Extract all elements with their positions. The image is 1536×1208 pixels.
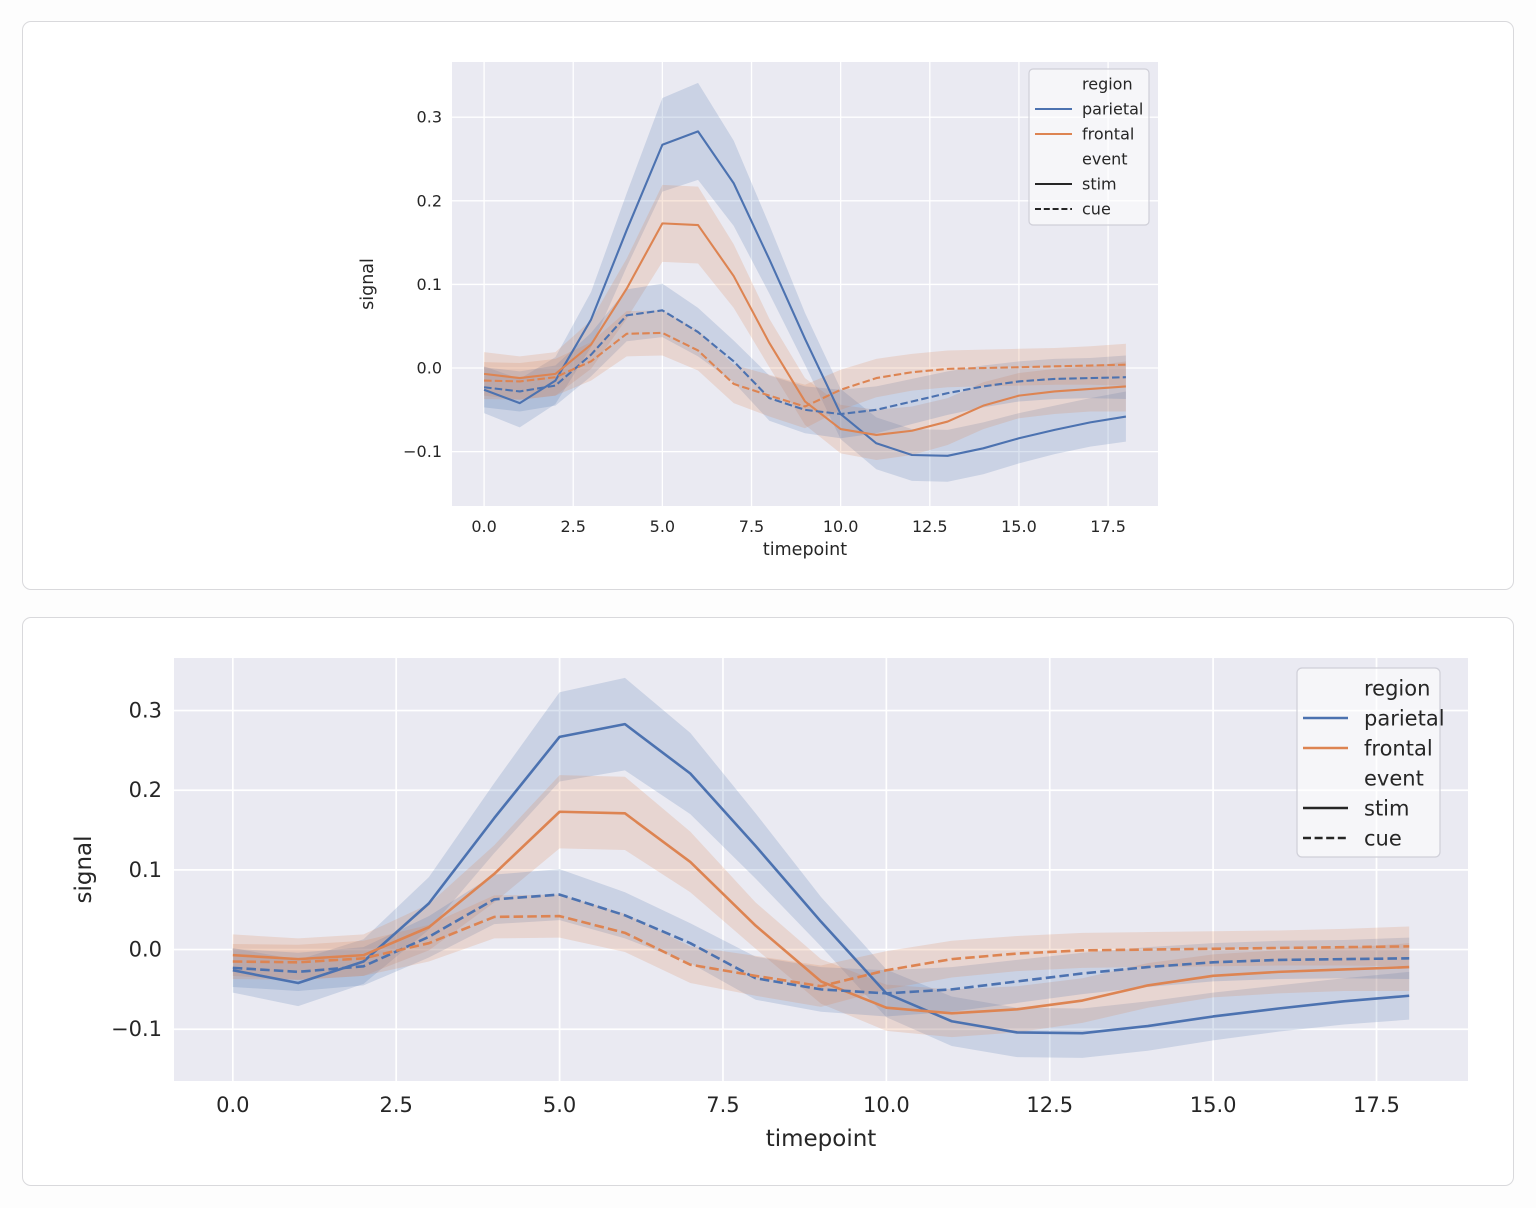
x-tick-label: 15.0 bbox=[1001, 517, 1037, 536]
y-tick-label: −0.1 bbox=[403, 442, 442, 461]
chart-card-bottom: 0.0 2.5 5.0 7.5 10.0 12.5 15.0 17.5 −0.1 0.0 0.1 0.… bbox=[22, 617, 1514, 1186]
ci-band-frontal-cue bbox=[232, 894, 1410, 1007]
line-frontal-cue bbox=[484, 331, 1126, 408]
legend-title-event: event bbox=[1082, 150, 1128, 169]
y-tick-label: 0.0 bbox=[417, 359, 442, 378]
ci-band-parietal-cue bbox=[232, 869, 1410, 1017]
y-tick-label: 0.1 bbox=[129, 858, 162, 882]
x-tick-label: 12.5 bbox=[912, 517, 948, 536]
x-axis-label: timepoint bbox=[766, 1126, 877, 1152]
ci-band-frontal-stim bbox=[484, 184, 1126, 461]
legend-frame bbox=[1296, 667, 1441, 858]
legend-title-region: region bbox=[1364, 676, 1430, 700]
y-tick-label: −0.1 bbox=[111, 1017, 162, 1041]
y-tick-label: 0.3 bbox=[417, 108, 442, 127]
x-tick-label: 0.0 bbox=[471, 517, 496, 536]
legend-label-parietal: parietal bbox=[1082, 100, 1143, 119]
y-tick-label: 0.3 bbox=[129, 699, 162, 723]
x-tick-label: 17.5 bbox=[1353, 1093, 1400, 1117]
line-parietal-cue bbox=[483, 309, 1126, 416]
y-tick-label: 0.2 bbox=[129, 778, 162, 802]
x-tick-label: 5.0 bbox=[650, 517, 675, 536]
legend: region parietal frontal event stim cue bbox=[1296, 667, 1445, 858]
x-tick-label: 10.0 bbox=[823, 517, 859, 536]
legend-title-event: event bbox=[1364, 766, 1424, 790]
x-tick-label: 0.0 bbox=[216, 1093, 249, 1117]
line-parietal-stim bbox=[232, 722, 1410, 1035]
y-axis-label: signal bbox=[358, 258, 378, 310]
line-parietal-stim bbox=[483, 130, 1127, 457]
x-tick-label: 5.0 bbox=[543, 1093, 576, 1117]
legend-label-cue: cue bbox=[1082, 200, 1111, 219]
y-tick-label: 0.2 bbox=[417, 191, 442, 210]
ci-band-parietal-stim bbox=[484, 82, 1126, 482]
x-tick-label: 2.5 bbox=[379, 1093, 412, 1117]
line-parietal-cue bbox=[232, 893, 1410, 995]
legend-label-frontal: frontal bbox=[1364, 736, 1433, 760]
x-tick-label: 12.5 bbox=[1026, 1093, 1073, 1117]
x-tick-label: 7.5 bbox=[706, 1093, 739, 1117]
y-tick-label: 0.1 bbox=[417, 275, 442, 294]
legend-label-stim: stim bbox=[1364, 796, 1409, 820]
y-axis-label: signal bbox=[71, 835, 97, 903]
x-tick-label: 7.5 bbox=[739, 517, 764, 536]
x-tick-label: 17.5 bbox=[1090, 517, 1126, 536]
fmri-line-chart-large: 0.0 2.5 5.0 7.5 10.0 12.5 15.0 17.5 −0.1 0.0 0.1 0.… bbox=[71, 658, 1468, 1152]
ci-band-frontal-cue bbox=[484, 310, 1126, 429]
fmri-line-chart-small: 0.0 2.5 5.0 7.5 10.0 12.5 15.0 17.5 −0.1 0.0 0.1 0.… bbox=[358, 62, 1158, 560]
legend-label-cue: cue bbox=[1364, 826, 1402, 850]
legend: region parietal frontal event stim cue bbox=[1028, 68, 1150, 226]
legend-label-frontal: frontal bbox=[1082, 125, 1134, 144]
line-frontal-stim bbox=[232, 810, 1410, 1015]
legend-label-parietal: parietal bbox=[1364, 706, 1445, 730]
ci-band-parietal-cue bbox=[484, 283, 1126, 439]
grid bbox=[174, 658, 1468, 1081]
line-frontal-cue bbox=[232, 914, 1410, 988]
ci-band-frontal-stim bbox=[232, 775, 1410, 1038]
x-tick-label: 10.0 bbox=[863, 1093, 910, 1117]
legend-label-stim: stim bbox=[1082, 175, 1117, 194]
x-tick-label: 15.0 bbox=[1190, 1093, 1237, 1117]
y-tick-label: 0.0 bbox=[129, 938, 162, 962]
x-axis-label: timepoint bbox=[763, 540, 847, 560]
chart-card-top: 0.0 2.5 5.0 7.5 10.0 12.5 15.0 17.5 −0.1 0.0 0.1 0.… bbox=[22, 21, 1514, 590]
line-frontal-stim bbox=[483, 222, 1126, 436]
legend-title-region: region bbox=[1082, 75, 1133, 94]
x-tick-label: 2.5 bbox=[561, 517, 586, 536]
ci-band-parietal-stim bbox=[232, 677, 1410, 1058]
